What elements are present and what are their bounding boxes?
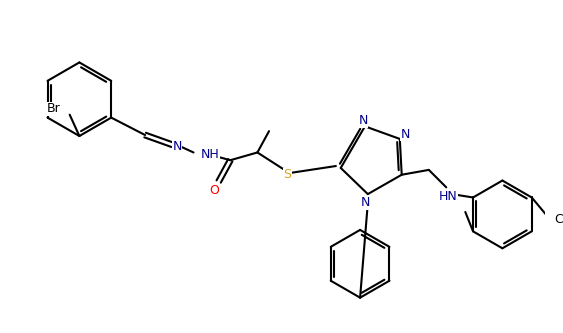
Text: O: O — [209, 184, 219, 197]
Text: N: N — [401, 128, 410, 141]
Text: HN: HN — [439, 189, 458, 202]
Text: N: N — [172, 140, 182, 153]
Text: NH: NH — [200, 148, 219, 161]
Text: Cl: Cl — [554, 213, 563, 226]
Text: N: N — [361, 196, 370, 209]
Text: S: S — [283, 168, 292, 181]
Text: Br: Br — [46, 103, 60, 116]
Text: N: N — [358, 114, 368, 127]
